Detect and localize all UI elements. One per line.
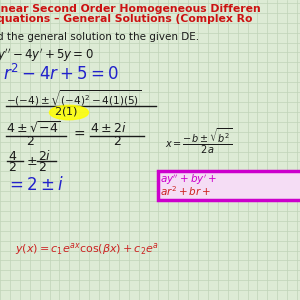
Text: $2$: $2$ (26, 135, 34, 148)
Text: $-(-4) \pm \sqrt{(-4)^2 - 4(1)(5)}$: $-(-4) \pm \sqrt{(-4)^2 - 4(1)(5)}$ (6, 88, 141, 108)
FancyBboxPatch shape (158, 171, 300, 200)
Text: $2$: $2$ (8, 160, 16, 174)
Text: $\pm$: $\pm$ (26, 155, 37, 168)
Text: $=$: $=$ (70, 126, 86, 140)
Text: $4$: $4$ (8, 149, 17, 163)
Text: $= 2 \pm i$: $= 2 \pm i$ (6, 176, 64, 194)
Text: $4 \pm \sqrt{-4}$: $4 \pm \sqrt{-4}$ (6, 121, 61, 136)
Text: $x = \dfrac{-b \pm \sqrt{b^2}}{2a}$: $x = \dfrac{-b \pm \sqrt{b^2}}{2a}$ (165, 126, 232, 156)
Text: $2(1)$: $2(1)$ (54, 105, 78, 118)
Text: $2$: $2$ (113, 135, 121, 148)
Text: $y'' - 4y' + 5y = 0$: $y'' - 4y' + 5y = 0$ (0, 46, 94, 64)
Text: d the general solution to the given DE.: d the general solution to the given DE. (0, 32, 199, 41)
Text: $ay'' + by' +$: $ay'' + by' +$ (160, 173, 218, 187)
Ellipse shape (50, 105, 88, 120)
Text: $y(x) = c_1 e^{ax}\cos(\beta x) + c_2 e^{a}$: $y(x) = c_1 e^{ax}\cos(\beta x) + c_2 e^… (15, 241, 159, 257)
Text: $r^2 - 4r + 5 = 0$: $r^2 - 4r + 5 = 0$ (3, 63, 119, 83)
Text: $ar^2 + br +$: $ar^2 + br +$ (160, 184, 212, 198)
Text: quations – General Solutions (Complex Ro: quations – General Solutions (Complex Ro (0, 14, 253, 23)
Text: $2i$: $2i$ (38, 149, 51, 163)
Text: $4 \pm 2i$: $4 \pm 2i$ (90, 121, 127, 135)
Text: $2$: $2$ (38, 160, 46, 174)
Text: inear Second Order Homogeneous Differen: inear Second Order Homogeneous Differen (0, 4, 261, 14)
